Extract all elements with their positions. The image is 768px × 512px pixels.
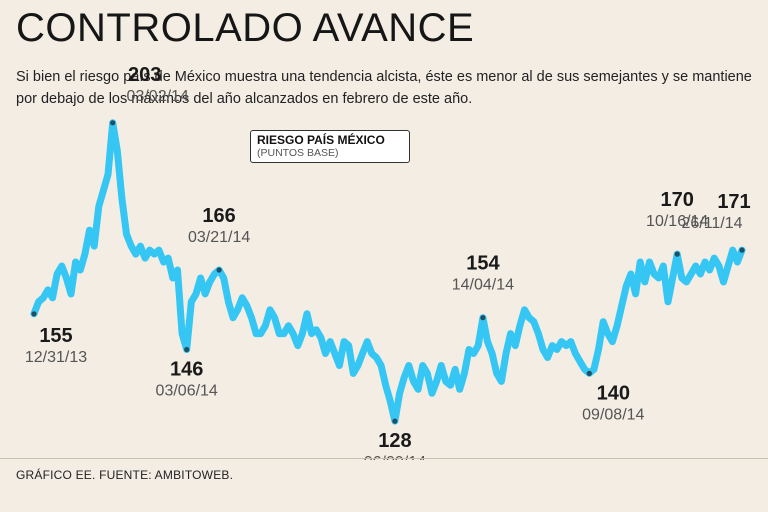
source-footer: GRÁFICO EE. FUENTE: AMBITOWEB. xyxy=(16,468,234,482)
annotation-date: 26/11/14 xyxy=(681,215,742,232)
annotation-date: 14/04/14 xyxy=(452,277,514,294)
chart-subtitle: Si bien el riesgo país de México muestra… xyxy=(16,69,752,107)
data-point-marker xyxy=(216,267,222,273)
annotation-date: 09/08/14 xyxy=(582,406,644,423)
legend-units: (PUNTOS BASE) xyxy=(257,147,339,159)
series-line-riesgo-pais xyxy=(30,119,746,425)
data-point-marker xyxy=(586,370,592,376)
data-point-marker xyxy=(480,315,486,321)
annotation-date: 06/09/14 xyxy=(364,454,426,460)
data-point-marker xyxy=(392,418,398,424)
annotation-value: 154 xyxy=(466,253,500,275)
data-point-marker xyxy=(110,120,116,126)
data-point-marker xyxy=(31,311,37,317)
data-point-marker xyxy=(184,346,190,353)
data-point-marker xyxy=(674,251,680,257)
line-chart: 155 12/31/13 203 03/02/14 146 03/06/14 166 03/2… xyxy=(25,64,751,460)
annotation-value: 146 xyxy=(170,359,203,381)
annotation-value: 203 xyxy=(128,64,161,86)
annotation-value: 170 xyxy=(661,189,694,211)
annotation-date: 12/31/13 xyxy=(25,349,87,366)
annotation-value: 140 xyxy=(597,382,630,404)
annotation-date: 03/21/14 xyxy=(188,229,250,246)
legend-box: RIESGO PAÍS MÉXICO (PUNTOS BASE) xyxy=(250,130,410,163)
footer-divider xyxy=(0,458,768,459)
legend-title: RIESGO PAÍS MÉXICO xyxy=(257,133,385,147)
chart-title: CONTROLADO AVANCE xyxy=(16,6,475,50)
annotation-value: 171 xyxy=(717,191,750,213)
annotation-value: 166 xyxy=(202,205,235,227)
annotation-date: 10/16/14 xyxy=(646,213,708,230)
annotation-date: 03/02/14 xyxy=(127,88,189,105)
annotation-date: 03/06/14 xyxy=(156,383,218,400)
annotation-value: 155 xyxy=(39,325,72,347)
annotation-value: 128 xyxy=(378,430,411,452)
data-point-marker xyxy=(739,247,745,253)
